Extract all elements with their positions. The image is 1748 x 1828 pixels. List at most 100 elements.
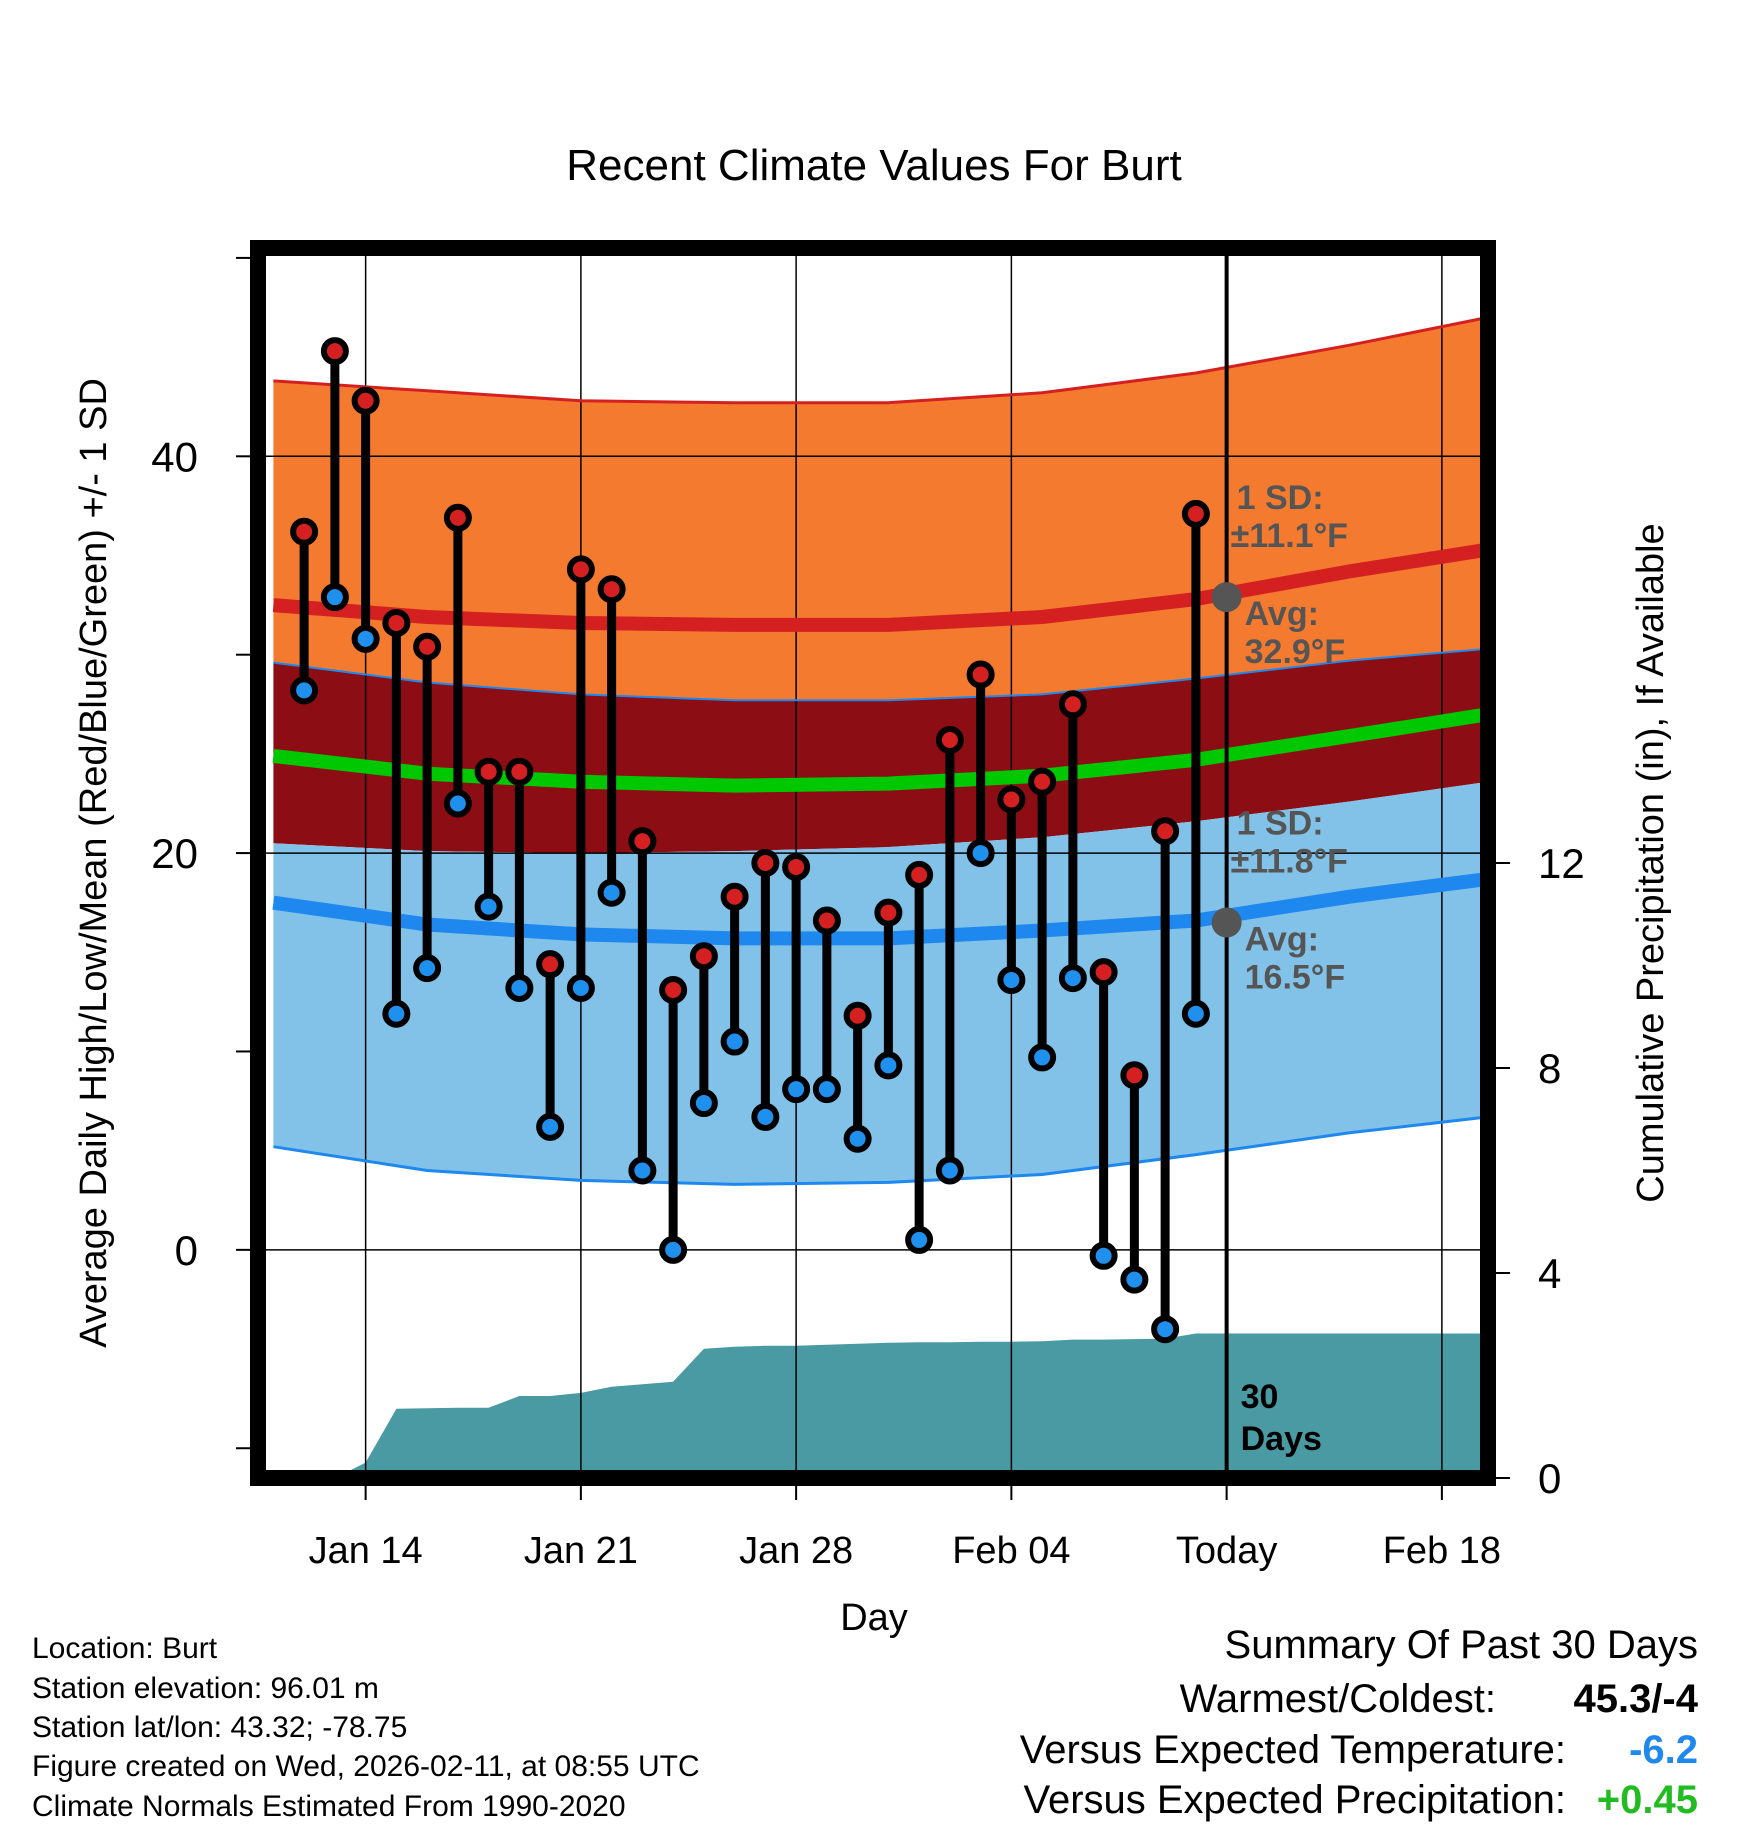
high-point — [1058, 690, 1087, 719]
high-point — [1120, 1061, 1149, 1090]
high-point — [382, 608, 411, 637]
high-point — [689, 942, 718, 971]
high-point — [751, 849, 780, 877]
high-avg-value: 32.9°F — [1245, 633, 1346, 671]
high-point — [812, 906, 841, 935]
low-point — [1028, 1043, 1057, 1072]
figure-created: Figure created on Wed, 2026-02-11, at 08… — [32, 1750, 700, 1783]
high-point — [505, 757, 534, 786]
high-point — [1181, 499, 1210, 528]
high-point — [997, 785, 1026, 814]
high-average-marker — [1211, 582, 1242, 613]
high-point — [1028, 767, 1057, 796]
high-point — [720, 882, 749, 911]
summary-precip-label: Versus Expected Precipitation: — [1023, 1778, 1566, 1822]
low-point — [351, 624, 380, 653]
low-point — [1151, 1315, 1180, 1344]
high-avg-title: Avg: — [1245, 595, 1319, 633]
high-point — [782, 852, 811, 881]
summary-warm-label: Warmest/Coldest: — [1180, 1677, 1496, 1721]
precipitation-area — [334, 1333, 1488, 1478]
chart-title: Recent Climate Values For Burt — [566, 141, 1181, 190]
low-point — [597, 878, 626, 907]
high-point — [536, 950, 565, 979]
station-location: Location: Burt — [32, 1632, 218, 1665]
low-point — [905, 1225, 934, 1254]
low-point — [843, 1124, 872, 1153]
high-point — [597, 575, 626, 604]
summary-title: Summary Of Past 30 Days — [1225, 1623, 1698, 1667]
summary-temp-value: -6.2 — [1629, 1728, 1698, 1772]
low-point — [966, 839, 995, 868]
high-sd-title: 1 SD: — [1237, 479, 1324, 517]
low-sd-value: ±11.8°F — [1231, 843, 1348, 881]
x-tick-label: Jan 28 — [739, 1530, 853, 1572]
high-lower-sd-line — [273, 647, 1488, 702]
high-point — [628, 827, 657, 856]
low-point — [935, 1156, 964, 1185]
y2-tick-label: 0 — [1538, 1455, 1561, 1502]
low-point — [874, 1051, 903, 1080]
daily-low-points — [290, 583, 1210, 1344]
high-point — [1089, 958, 1118, 987]
high-point — [290, 517, 319, 546]
summary-temp-label: Versus Expected Temperature: — [1020, 1728, 1566, 1772]
high-point — [320, 337, 349, 366]
low-point — [689, 1089, 718, 1118]
high-point — [443, 503, 472, 532]
low-point — [997, 966, 1026, 995]
low-point — [536, 1112, 565, 1141]
low-point — [812, 1075, 841, 1104]
x-tick-label: Today — [1176, 1530, 1277, 1572]
high-point — [1151, 817, 1180, 846]
low-point — [751, 1102, 780, 1131]
x-tick-label: Jan 14 — [309, 1530, 423, 1572]
high-point — [566, 555, 595, 584]
station-latlon: Station lat/lon: 43.32; -78.75 — [32, 1711, 407, 1744]
y2-tick-label: 8 — [1538, 1045, 1561, 1092]
x-tick-label: Feb 04 — [952, 1530, 1070, 1572]
high-point — [905, 860, 934, 889]
y-tick-label: 0 — [175, 1227, 198, 1274]
axis-ticks — [236, 256, 1510, 1500]
x-tick-label: Feb 18 — [1383, 1530, 1501, 1572]
low-point — [443, 789, 472, 818]
y2-axis-label: Cumulative Precipitation (in), If Availa… — [1630, 523, 1672, 1202]
y-tick-label: 20 — [151, 830, 198, 877]
y-tick-label: 40 — [151, 433, 198, 480]
low-point — [382, 999, 411, 1028]
y2-tick-label: 4 — [1538, 1250, 1561, 1297]
y2-tick-label: 12 — [1538, 840, 1585, 887]
high-point — [843, 1001, 872, 1030]
high-sd-value: ±11.1°F — [1231, 517, 1348, 555]
high-point — [874, 898, 903, 927]
daily-range-stems — [299, 351, 1201, 1330]
high-upper-sd-line — [273, 315, 1488, 405]
summary-precip-value: +0.45 — [1597, 1778, 1698, 1822]
low-point — [505, 973, 534, 1002]
summary-warm-value: 45.3/-4 — [1573, 1677, 1698, 1721]
low-average-marker — [1211, 907, 1242, 938]
low-point — [720, 1027, 749, 1056]
low-point — [628, 1156, 657, 1185]
low-point — [1089, 1241, 1118, 1270]
x-tick-label: Jan 21 — [524, 1530, 638, 1572]
high-point — [474, 757, 503, 786]
daily-high-points — [290, 337, 1210, 1090]
normal-high-line — [272, 542, 1488, 632]
low-point — [566, 973, 595, 1002]
low-avg-value: 16.5°F — [1245, 959, 1346, 997]
high-point — [966, 660, 995, 689]
days-caption-number: 30 — [1241, 1378, 1279, 1416]
low-point — [659, 1235, 688, 1264]
y-axis-label: Average Daily High/Low/Mean (Red/Blue/Gr… — [73, 378, 115, 1348]
low-avg-title: Avg: — [1245, 921, 1319, 959]
low-point — [1181, 999, 1210, 1028]
x-axis-label: Day — [840, 1597, 908, 1639]
low-point — [782, 1075, 811, 1104]
low-point — [413, 954, 442, 983]
low-sd-title: 1 SD: — [1237, 805, 1324, 843]
low-point — [290, 676, 319, 705]
high-point — [935, 726, 964, 754]
